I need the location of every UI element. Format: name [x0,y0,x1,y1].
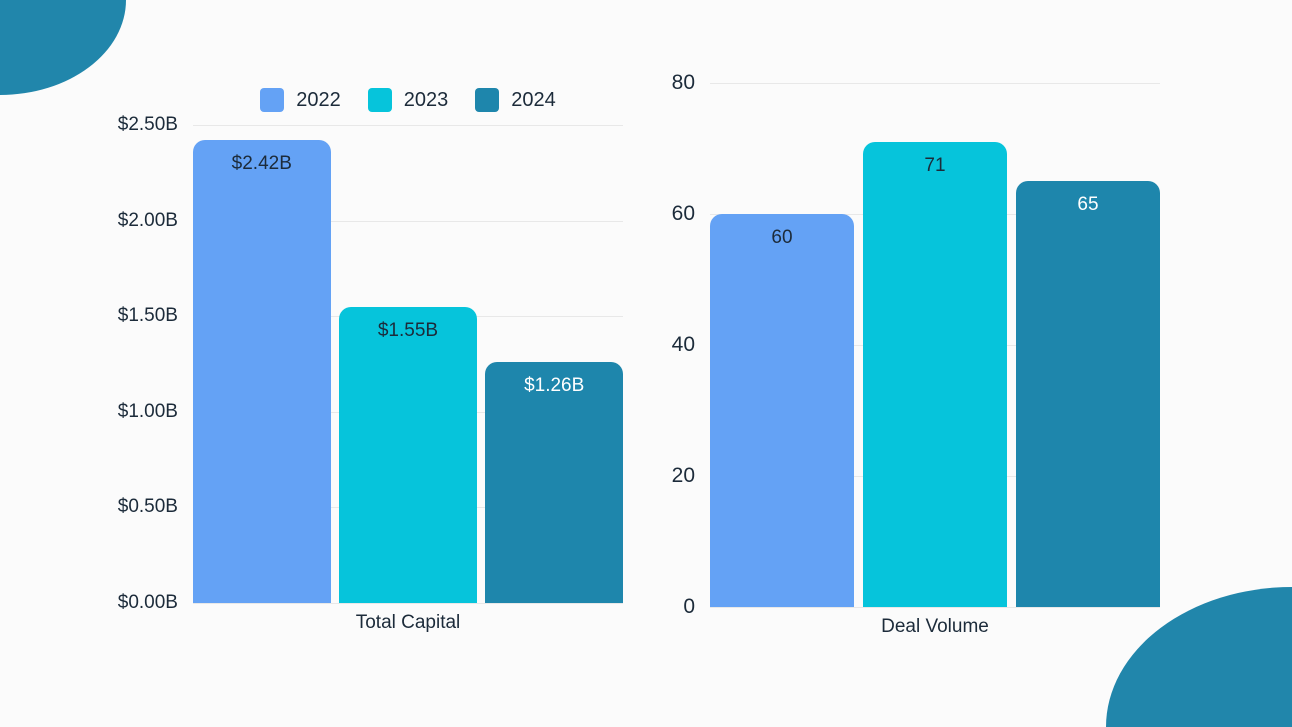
bar-2022-total-capital: $2.42B [193,140,331,603]
bar-value-label: $2.42B [231,153,292,175]
gridline-$2.50B [193,125,623,126]
bar-value-label: 65 [1077,194,1099,216]
y-tick-label: $1.00B [117,400,178,422]
y-tick-label: 20 [671,464,695,487]
legend-swatch-2024 [475,88,500,112]
bar-value-label: $1.55B [377,319,439,341]
gridline-0 [710,607,1160,608]
bar-chart-deal-volume: 80 60 40 20 0 60 71 65 Deal Volume [672,71,1160,637]
legend-label-2023: 2023 [403,88,449,111]
bar-2023-total-capital: $1.55B [339,306,477,603]
gridline-$0.00B [193,603,623,604]
bar-value-label: $1.26B [524,375,585,397]
y-tick-label: $2.00B [117,209,178,231]
legend-swatch-2022 [260,88,285,112]
y-tick-label: 80 [671,71,695,94]
y-tick-label: 40 [671,333,695,356]
legend-item-2024: 2024 [475,88,556,112]
y-tick-label: 60 [671,202,695,225]
legend-item-2023: 2023 [367,88,449,112]
bottom-right-corner-decoration [1106,587,1292,727]
gridline-80 [710,83,1160,84]
legend-swatch-2023 [367,88,392,112]
chart-legend: 2022 2023 2024 [193,86,623,114]
bar-2024-deal-volume: 65 [1016,181,1160,607]
legend-item-2022: 2022 [260,88,341,112]
bar-2024-total-capital: $1.26B [485,362,623,603]
y-tick-label: $0.00B [117,592,178,613]
y-tick-label: $0.50B [117,496,178,518]
bar-2023-deal-volume: 71 [863,141,1007,607]
bar-value-label: 60 [771,227,793,248]
bar-chart-total-capital: $2.50B $2.00B $1.50B $1.00B $0.50B $0.00B $2.4… [118,114,623,633]
bar-2022-deal-volume: 60 [710,214,854,607]
top-left-corner-decoration [0,0,126,95]
y-tick-label: $2.50B [117,114,178,135]
y-tick-label: $1.50B [117,305,178,327]
gridline-$2.00B [193,220,623,222]
x-axis-label: Total Capital [355,612,461,633]
legend-label-2022: 2022 [296,88,341,111]
bar-value-label: 71 [924,154,946,176]
y-tick-label: 0 [683,595,695,618]
x-axis-label: Deal Volume [881,616,989,637]
legend-label-2024: 2024 [511,88,556,111]
